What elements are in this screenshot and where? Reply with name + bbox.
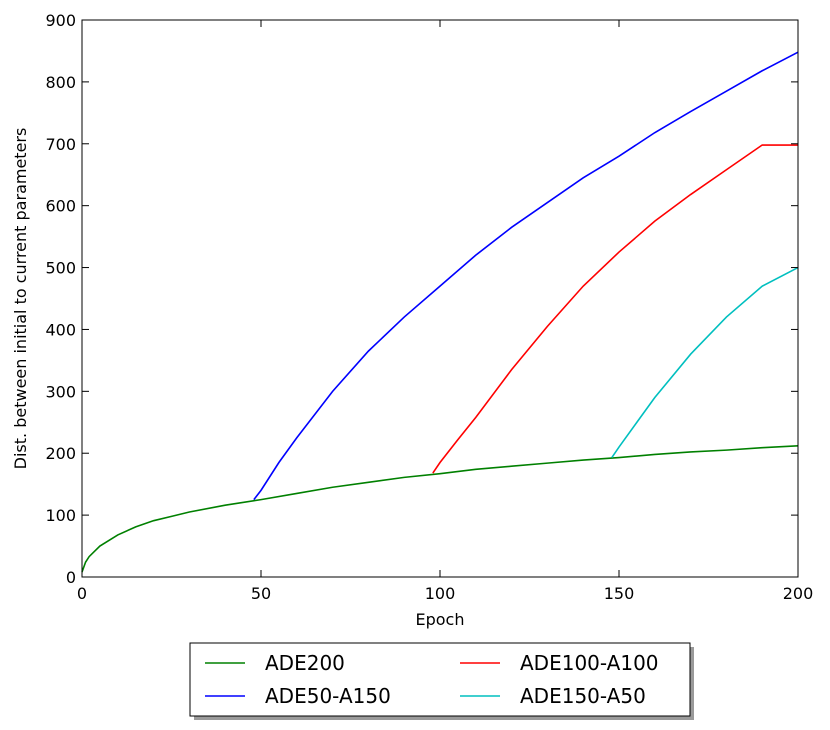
legend-box — [189, 642, 691, 717]
y-tick-label: 600 — [45, 197, 76, 216]
legend-label-ade150-a50: ADE150-A50 — [520, 684, 646, 708]
y-tick-label: 700 — [45, 135, 76, 154]
y-tick-label: 900 — [45, 11, 76, 30]
plot-frame — [81, 19, 799, 578]
y-tick-label: 400 — [45, 320, 76, 339]
y-tick-label: 200 — [45, 444, 76, 463]
y-tick-label: 0 — [66, 568, 76, 587]
x-tick-label: 100 — [425, 584, 456, 603]
series-line-ade50-a150 — [253, 51, 799, 501]
y-tick-label: 300 — [45, 382, 76, 401]
x-tick-label: 200 — [783, 584, 814, 603]
y-tick-label: 100 — [45, 506, 76, 525]
x-tick-label: 0 — [77, 584, 87, 603]
y-axis-label: Dist. between initial to current paramet… — [11, 128, 30, 470]
legend-label-ade200: ADE200 — [265, 651, 345, 675]
series-line-ade150-a50 — [611, 266, 799, 459]
series-line-ade100-a100 — [432, 144, 798, 474]
x-tick-label: 150 — [604, 584, 635, 603]
x-axis-label: Epoch — [416, 610, 465, 629]
series-line-ade200 — [81, 445, 799, 573]
y-tick-label: 800 — [45, 73, 76, 92]
legend-label-ade100-a100: ADE100-A100 — [520, 651, 659, 675]
plot-area — [81, 51, 799, 573]
legend-label-ade50-a150: ADE50-A150 — [265, 684, 391, 708]
legend: ADE200 ADE100-A100 ADE50-A150 ADE150-A50 — [189, 642, 694, 720]
x-tick-label: 50 — [251, 584, 271, 603]
axes: 0 50 100 150 200 0 100 200 300 400 500 600 700 800 900 — [45, 11, 813, 603]
y-tick-label: 500 — [45, 259, 76, 278]
